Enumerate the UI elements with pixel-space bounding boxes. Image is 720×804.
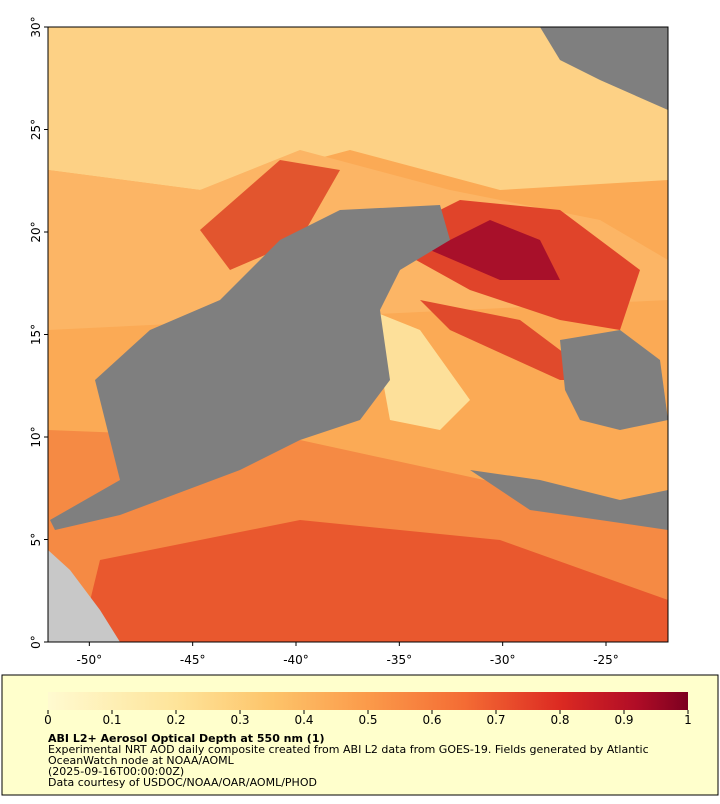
x-tick-label: -30°	[490, 653, 516, 667]
x-tick-label: -35°	[387, 653, 413, 667]
y-tick-label: 0°	[29, 635, 43, 649]
colorbar	[48, 692, 688, 710]
colorbar-tick-label: 0.7	[486, 713, 505, 727]
y-tick-label: 20°	[29, 221, 43, 242]
colorbar-tick-label: 0.5	[358, 713, 377, 727]
colorbar-tick-label: 0.9	[614, 713, 633, 727]
footer-line: Data courtesy of USDOC/NOAA/OAR/AOML/PHO…	[48, 776, 317, 789]
axes: -50° -45° -40° -35° -30° -25° 0° 5° 10° 15° 20° 25°…	[29, 16, 619, 667]
colorbar-tick-label: 0.2	[166, 713, 185, 727]
colorbar-tick-label: 1	[684, 713, 692, 727]
x-tick-label: -45°	[180, 653, 206, 667]
map-image	[48, 27, 668, 642]
y-tick-label: 15°	[29, 324, 43, 345]
colorbar-tick-label: 0.3	[230, 713, 249, 727]
footer-title: ABI L2+ Aerosol Optical Depth at 550 nm …	[48, 732, 325, 745]
footer-line: OceanWatch node at NOAA/AOML	[48, 754, 235, 767]
footer-line: Experimental NRT AOD daily composite cre…	[48, 743, 649, 756]
colorbar-tick-label: 0.1	[102, 713, 121, 727]
y-tick-label: 30°	[29, 16, 43, 37]
colorbar-ticks: 0 0.1 0.2 0.3 0.4 0.5 0.6 0.7 0.8 0.9 1	[44, 710, 692, 727]
x-tick-label: -50°	[77, 653, 103, 667]
colorbar-tick-label: 0.4	[294, 713, 313, 727]
x-tick-label: -25°	[593, 653, 619, 667]
colorbar-tick-label: 0.6	[422, 713, 441, 727]
footer-line: (2025-09-16T00:00:00Z)	[48, 765, 184, 778]
y-tick-label: 5°	[29, 533, 43, 547]
y-tick-label: 25°	[29, 119, 43, 140]
colorbar-tick-label: 0.8	[550, 713, 569, 727]
x-tick-label: -40°	[283, 653, 309, 667]
colorbar-tick-label: 0	[44, 713, 52, 727]
y-tick-label: 10°	[29, 426, 43, 447]
